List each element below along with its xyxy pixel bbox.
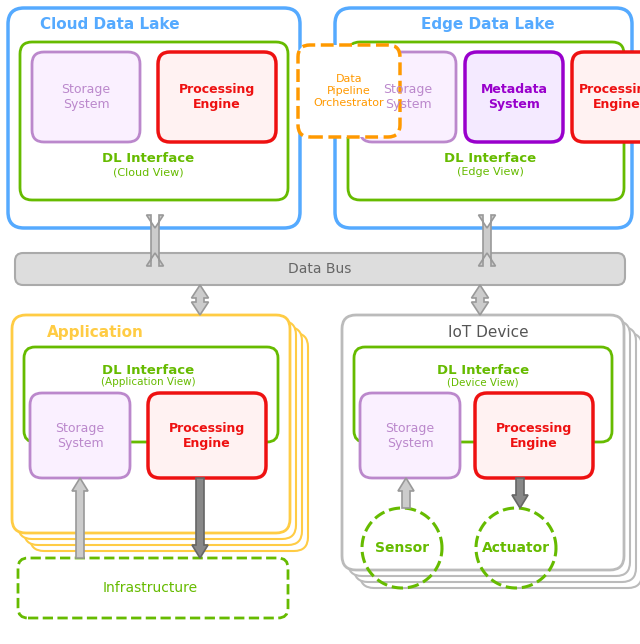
FancyBboxPatch shape — [354, 347, 612, 442]
Text: Edge Data Lake: Edge Data Lake — [421, 17, 555, 32]
Text: Actuator: Actuator — [482, 541, 550, 555]
Text: Processing
Engine: Processing Engine — [496, 422, 572, 450]
FancyBboxPatch shape — [360, 393, 460, 478]
FancyBboxPatch shape — [24, 327, 302, 545]
FancyBboxPatch shape — [465, 52, 563, 142]
Text: (Edge View): (Edge View) — [456, 167, 524, 177]
FancyBboxPatch shape — [360, 52, 456, 142]
Text: Cloud Data Lake: Cloud Data Lake — [40, 17, 180, 32]
Text: Storage
System: Storage System — [383, 83, 433, 111]
Text: Metadata
System: Metadata System — [481, 83, 547, 111]
Text: Sensor: Sensor — [375, 541, 429, 555]
FancyBboxPatch shape — [572, 52, 640, 142]
Text: Storage
System: Storage System — [61, 83, 111, 111]
Text: Processing
Engine: Processing Engine — [579, 83, 640, 111]
FancyBboxPatch shape — [348, 321, 630, 576]
Text: Processing
Engine: Processing Engine — [179, 83, 255, 111]
Text: Infrastructure: Infrastructure — [102, 581, 198, 595]
FancyBboxPatch shape — [24, 347, 278, 442]
Text: (Application View): (Application View) — [100, 377, 195, 387]
Polygon shape — [192, 478, 208, 558]
FancyBboxPatch shape — [348, 42, 624, 200]
Text: Processing
Engine: Processing Engine — [169, 422, 245, 450]
FancyBboxPatch shape — [158, 52, 276, 142]
FancyBboxPatch shape — [30, 393, 130, 478]
Polygon shape — [72, 478, 88, 558]
FancyBboxPatch shape — [335, 8, 632, 228]
FancyBboxPatch shape — [354, 327, 636, 582]
Text: Data
Pipeline
Orchestrator: Data Pipeline Orchestrator — [314, 75, 384, 108]
FancyBboxPatch shape — [18, 558, 288, 618]
FancyBboxPatch shape — [30, 333, 308, 551]
Text: DL Interface: DL Interface — [102, 363, 194, 377]
FancyBboxPatch shape — [360, 333, 640, 588]
FancyBboxPatch shape — [20, 42, 288, 200]
Text: DL Interface: DL Interface — [102, 151, 194, 164]
Text: DL Interface: DL Interface — [437, 363, 529, 377]
Text: IoT Device: IoT Device — [448, 325, 528, 339]
Text: Data Bus: Data Bus — [288, 262, 352, 276]
Polygon shape — [147, 215, 163, 266]
Polygon shape — [512, 478, 528, 508]
Polygon shape — [398, 478, 414, 508]
Text: DL Interface: DL Interface — [444, 151, 536, 164]
Text: Storage
System: Storage System — [385, 422, 435, 450]
FancyBboxPatch shape — [18, 321, 296, 539]
Polygon shape — [479, 215, 495, 266]
Text: Application: Application — [47, 325, 143, 339]
FancyBboxPatch shape — [298, 45, 400, 137]
FancyBboxPatch shape — [342, 315, 624, 570]
Polygon shape — [191, 285, 209, 315]
Text: Storage
System: Storage System — [56, 422, 104, 450]
FancyBboxPatch shape — [148, 393, 266, 478]
FancyBboxPatch shape — [8, 8, 300, 228]
FancyBboxPatch shape — [15, 253, 625, 285]
FancyBboxPatch shape — [12, 315, 290, 533]
Text: (Cloud View): (Cloud View) — [113, 167, 183, 177]
FancyBboxPatch shape — [475, 393, 593, 478]
FancyBboxPatch shape — [32, 52, 140, 142]
Polygon shape — [472, 285, 488, 315]
Text: (Device View): (Device View) — [447, 377, 519, 387]
